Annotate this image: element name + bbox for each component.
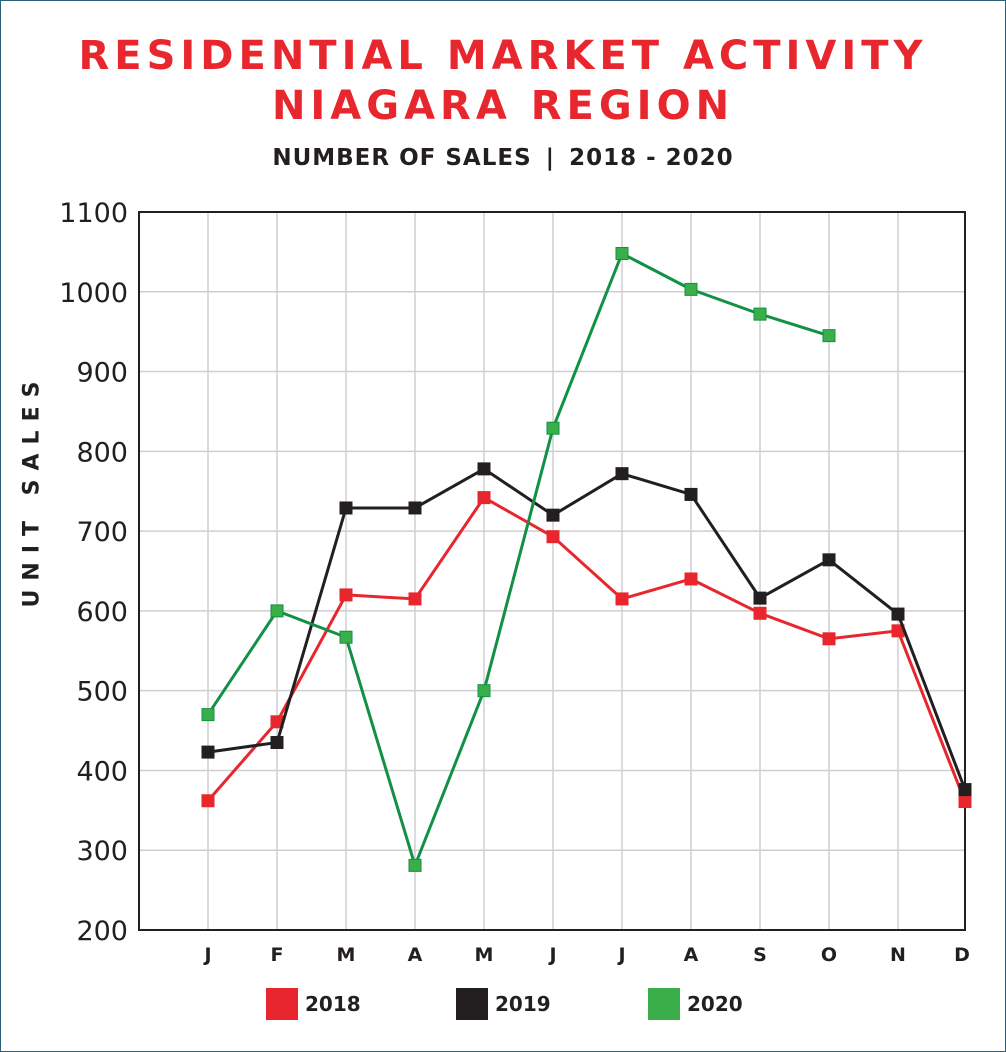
data-point-2020	[201, 708, 215, 722]
data-point-2019	[615, 467, 629, 481]
x-tick-label: O	[821, 944, 837, 966]
data-point-2020	[477, 684, 491, 698]
legend-label: 2018	[305, 992, 361, 1016]
data-point-2018	[958, 795, 972, 809]
data-point-2020	[546, 421, 560, 435]
data-point-2020	[822, 329, 836, 343]
data-point-2018	[753, 606, 767, 620]
x-tick-label: A	[408, 944, 423, 966]
series-layer	[201, 246, 972, 872]
y-axis-label-wrap: UNIT SALES	[12, 340, 52, 640]
data-point-2018	[615, 592, 629, 606]
series-line-2019	[207, 467, 967, 791]
y-tick-label: 400	[76, 756, 128, 787]
x-tick-label: J	[616, 944, 625, 966]
chart-title-line-2: NIAGARA REGION	[271, 83, 735, 129]
axes	[138, 211, 966, 931]
data-point-2020	[408, 858, 422, 872]
data-point-2019	[684, 487, 698, 501]
subtitle-separator: |	[545, 145, 556, 171]
y-axis-label: UNIT SALES	[19, 372, 45, 608]
series-2019	[201, 462, 972, 797]
y-tick-label: 600	[76, 597, 128, 628]
y-tick-label: 500	[76, 677, 128, 708]
data-point-2020	[270, 604, 284, 618]
x-tick-label: D	[954, 944, 970, 966]
data-point-2019	[891, 607, 905, 621]
y-tick-label: 300	[76, 836, 128, 867]
data-point-2019	[339, 501, 353, 515]
series-2020	[201, 246, 836, 872]
legend: 2018 2019 2020	[0, 988, 1006, 1022]
data-point-2018	[201, 794, 215, 808]
data-point-2019	[477, 462, 491, 476]
data-point-2019	[822, 553, 836, 567]
data-point-2018	[546, 530, 560, 544]
x-tick-label: F	[271, 944, 284, 966]
data-point-2019	[546, 508, 560, 522]
subtitle-metric: NUMBER OF SALES	[272, 145, 532, 171]
data-point-2019	[201, 745, 215, 759]
y-tick-label: 1100	[59, 198, 128, 229]
x-tick-label: M	[475, 944, 494, 966]
data-point-2018	[477, 491, 491, 505]
y-tick-label: 1000	[59, 278, 128, 309]
legend-label: 2019	[495, 992, 551, 1016]
data-point-2019	[958, 783, 972, 797]
data-point-2019	[753, 591, 767, 605]
x-tick-label: J	[547, 944, 556, 966]
subtitle-years: 2018 - 2020	[569, 145, 734, 171]
data-point-2020	[339, 630, 353, 644]
x-tick-label: S	[753, 944, 767, 966]
legend-swatch	[266, 988, 298, 1020]
data-point-2019	[408, 501, 422, 515]
data-point-2018	[339, 588, 353, 602]
data-point-2018	[684, 572, 698, 586]
y-tick-label: 200	[76, 916, 128, 947]
plot-border	[138, 211, 966, 931]
data-point-2020	[753, 307, 767, 321]
x-tick-label: N	[890, 944, 906, 966]
tick-labels: 200 300 400 500 600 700 800 900 1000 1100 J F M A M J J A…	[59, 198, 970, 966]
series-line-2018	[206, 496, 967, 803]
x-tick-label: M	[337, 944, 356, 966]
x-tick-label: A	[684, 944, 699, 966]
chart-subtitle: NUMBER OF SALES | 2018 - 2020	[0, 145, 1006, 171]
y-tick-label: 700	[76, 517, 128, 548]
data-point-2019	[270, 736, 284, 750]
x-tick-label: J	[202, 944, 211, 966]
data-point-2020	[684, 282, 698, 296]
chart-title-line-1: RESIDENTIAL MARKET ACTIVITY	[78, 33, 928, 79]
y-tick-label: 900	[76, 358, 128, 389]
y-tick-label: 800	[76, 437, 128, 468]
series-line-2020	[206, 251, 830, 867]
legend-swatch	[648, 988, 680, 1020]
data-point-2018	[822, 632, 836, 646]
data-point-2020	[615, 246, 629, 260]
legend-swatch	[456, 988, 488, 1020]
legend-label: 2020	[687, 992, 743, 1016]
data-point-2018	[408, 592, 422, 606]
series-2018	[201, 491, 972, 809]
